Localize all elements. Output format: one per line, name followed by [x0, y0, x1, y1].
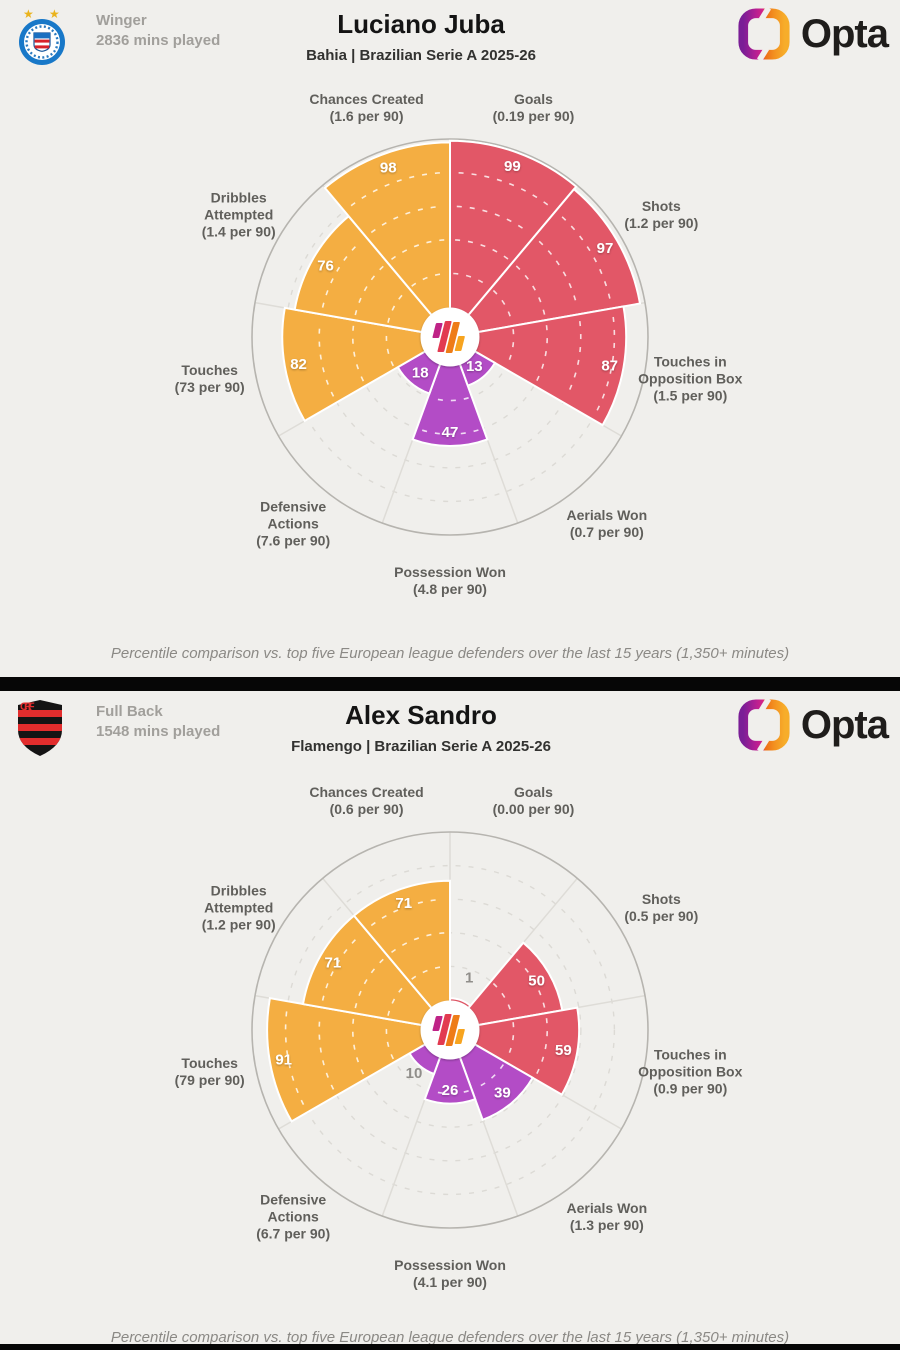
flamengo-crest-icon: CRF: [12, 697, 68, 764]
player-card-alex-sandro: 1 50 59 39 26 10 91 71 71 Goals (0.00 per 90) Shots…: [0, 691, 900, 1344]
stat-label: Chances Created (0.6 per 90): [309, 783, 424, 817]
stat-label: Aerials Won (0.7 per 90): [566, 506, 648, 540]
star-icon: ★: [23, 7, 34, 21]
percentile-value: 98: [380, 160, 397, 177]
stat-label: Shots (0.5 per 90): [624, 891, 699, 924]
team-league-subtitle: Flamengo | Brazilian Serie A 2025-26: [291, 738, 551, 755]
stat-label: Defensive Actions (7.6 per 90): [256, 498, 331, 549]
pizza-chart-svg: 99 97 87 13 47 18 82 76 98: [251, 138, 649, 536]
player-name: Alex Sandro: [345, 700, 497, 730]
percentile-value: 50: [528, 972, 545, 989]
percentile-value: 97: [597, 240, 614, 257]
stat-label: Touches (79 per 90): [174, 1055, 245, 1089]
percentile-value: 99: [504, 158, 521, 175]
stat-label: Goals (0.19 per 90): [492, 90, 575, 124]
opta-logo: Opta: [737, 7, 889, 61]
percentile-value: 18: [412, 365, 429, 382]
stat-label: Shots (1.2 per 90): [624, 198, 699, 231]
percentile-value: 10: [406, 1065, 423, 1082]
opta-logo-icon: [738, 7, 790, 61]
stat-label: Dribbles Attempted (1.4 per 90): [201, 189, 276, 240]
pizza-chart: 1 50 59 39 26 10 91 71 71 Goals (0.00 per 90) Shots…: [0, 691, 900, 1344]
bottom-divider-bar: [0, 1344, 900, 1350]
percentile-value: 87: [601, 357, 618, 374]
stat-label: Touches (73 per 90): [174, 362, 245, 396]
stat-label: Dribbles Attempted (1.2 per 90): [201, 882, 276, 933]
percentile-value: 91: [275, 1052, 292, 1069]
stat-label: Touches in Opposition Box (0.9 per 90): [638, 1046, 743, 1097]
opta-logo-text: Opta: [800, 11, 889, 56]
stat-label: Touches in Opposition Box (1.5 per 90): [638, 353, 743, 404]
star-icon: ★: [49, 7, 60, 21]
percentile-value: 71: [395, 895, 412, 912]
footnote: Percentile comparison vs. top five Europ…: [110, 645, 790, 662]
pizza-chart-svg: 1 50 59 39 26 10 91 71 71: [251, 831, 649, 1229]
team-league-subtitle: Bahia | Brazilian Serie A 2025-26: [306, 47, 536, 64]
percentile-value: 26: [442, 1082, 459, 1099]
stat-label: Goals (0.00 per 90): [492, 783, 575, 817]
percentile-value: 82: [290, 356, 307, 373]
stat-label: Aerials Won (1.3 per 90): [566, 1199, 648, 1233]
opta-logo-text: Opta: [800, 702, 889, 747]
percentile-value: 47: [442, 424, 459, 441]
stat-label: Possession Won (4.1 per 90): [394, 1257, 506, 1290]
stat-label: Chances Created (1.6 per 90): [309, 90, 424, 124]
opta-logo-icon: [738, 698, 790, 752]
bahia-crest-icon: ★ ★: [12, 6, 72, 73]
percentile-value: 59: [555, 1042, 572, 1059]
stat-label: Possession Won (4.8 per 90): [394, 564, 506, 597]
stat-label: Defensive Actions (6.7 per 90): [256, 1191, 331, 1242]
player-position: Full Back: [96, 703, 163, 720]
divider-bar: [0, 677, 900, 691]
minutes-played: 2836 mins played: [96, 32, 221, 49]
opta-logo: Opta: [737, 698, 889, 752]
pizza-chart: 99 97 87 13 47 18 82 76 98 Goals (0.19 per 90) Shot…: [174, 90, 743, 597]
player-name: Luciano Juba: [337, 9, 505, 39]
percentile-value: 39: [494, 1085, 511, 1102]
percentile-value: 13: [466, 358, 483, 375]
player-position: Winger: [96, 12, 147, 29]
percentile-value: 76: [317, 257, 334, 274]
footnote: Percentile comparison vs. top five Europ…: [110, 1329, 790, 1344]
player-card-luciano-juba: 99 97 87 13 47 18 82 76 98 Goals (0.19 per 90) Shot…: [12, 6, 890, 662]
minutes-played: 1548 mins played: [96, 723, 221, 740]
percentile-value: 71: [325, 955, 342, 972]
percentile-value: 1: [465, 970, 473, 987]
